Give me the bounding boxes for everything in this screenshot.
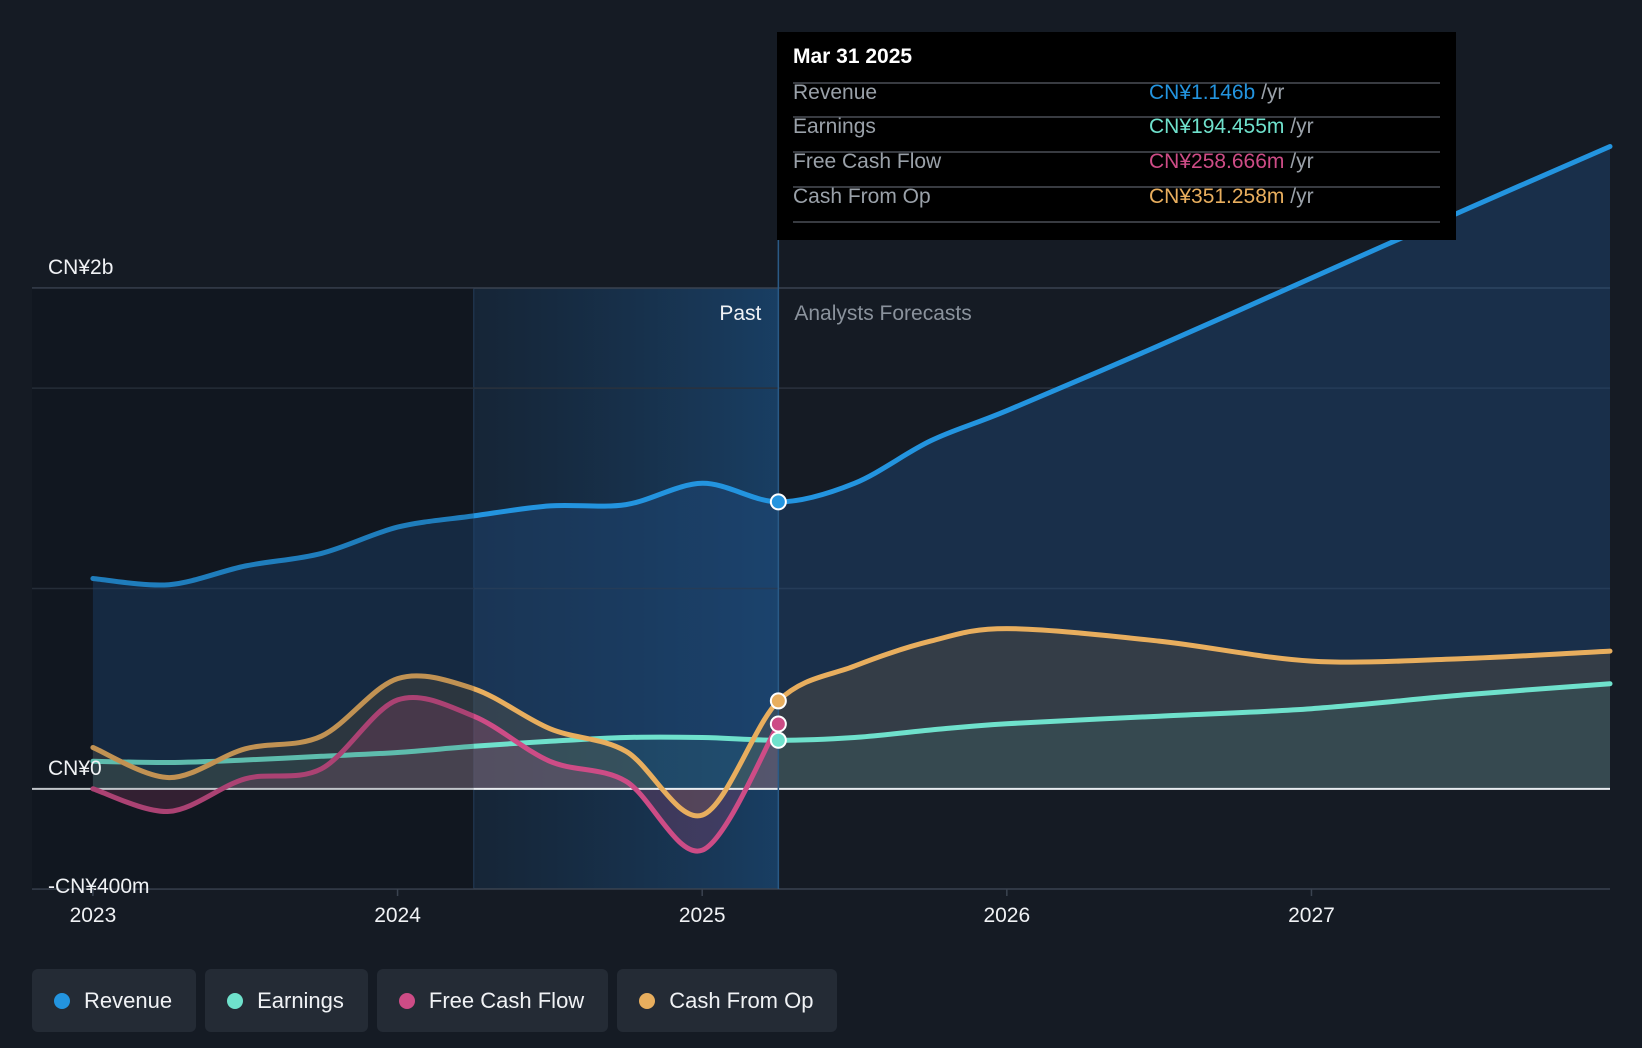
x-tick-label: 2024	[374, 904, 421, 927]
legend-dot-earnings	[227, 992, 244, 1009]
tooltip-value-amount-earnings: CN¥194.455m	[1149, 115, 1284, 138]
legend-item-free-cash-flow[interactable]: Free Cash Flow	[376, 969, 609, 1032]
series-line-earnings	[90, 681, 1613, 766]
tooltip-date: Mar 31 2025	[793, 45, 912, 68]
tooltip-value-unit-revenue: /yr	[1255, 81, 1284, 104]
x-tick-label: 2026	[983, 904, 1030, 927]
forecast-label: Analysts Forecasts	[794, 302, 971, 325]
past-dim-overlay	[32, 288, 474, 889]
tooltip-value-revenue: CN¥1.146b /yr	[1149, 81, 1284, 104]
area-revenue	[92, 146, 1610, 789]
marker-cash-from-op	[769, 692, 787, 710]
legend-item-cash-from-op[interactable]: Cash From Op	[617, 969, 838, 1032]
x-tick-label: 2027	[1288, 904, 1335, 927]
area-free-cash-flow	[92, 697, 779, 852]
tooltip-value-unit-free-cash-flow: /yr	[1284, 150, 1313, 173]
tooltip-label-cash-from-op: Cash From Op	[793, 185, 931, 208]
legend-dot-cash-from-op	[639, 992, 656, 1009]
legend-label-revenue: Revenue	[84, 987, 173, 1013]
tooltip-value-amount-free-cash-flow: CN¥258.666m	[1149, 150, 1284, 173]
y-tick-label: CN¥0	[48, 757, 102, 780]
x-tick-label: 2025	[679, 904, 726, 927]
marker-free-cash-flow	[769, 715, 787, 733]
y-tick-label: CN¥2b	[48, 256, 113, 279]
tooltip-value-unit-cash-from-op: /yr	[1284, 185, 1313, 208]
tooltip-value-cash-from-op: CN¥351.258m /yr	[1149, 185, 1314, 208]
marker-revenue	[769, 493, 787, 511]
tooltip-value-amount-revenue: CN¥1.146b	[1149, 81, 1255, 104]
series-line-cash-from-op	[90, 626, 1613, 819]
y-tick-label: -CN¥400m	[48, 875, 150, 898]
series-line-free-cash-flow	[90, 694, 781, 854]
tooltip-box	[777, 32, 1456, 240]
legend-item-earnings[interactable]: Earnings	[205, 969, 368, 1032]
tooltip-value-free-cash-flow: CN¥258.666m /yr	[1149, 150, 1314, 173]
legend-dot-free-cash-flow	[398, 992, 415, 1009]
x-tick-label: 2023	[70, 904, 117, 927]
area-earnings	[92, 683, 1610, 789]
area-cash-from-op	[92, 628, 1610, 816]
marker-earnings	[769, 731, 787, 749]
legend-label-free-cash-flow: Free Cash Flow	[428, 987, 585, 1013]
past-label: Past	[719, 302, 761, 325]
tooltip-value-unit-earnings: /yr	[1284, 115, 1313, 138]
legend-label-cash-from-op: Cash From Op	[669, 987, 814, 1013]
tooltip-label-free-cash-flow: Free Cash Flow	[793, 150, 942, 173]
legend-item-revenue[interactable]: Revenue	[32, 969, 197, 1032]
series-line-revenue	[90, 144, 1613, 588]
legend: Revenue Earnings Free Cash Flow Cash Fro…	[32, 969, 838, 1032]
tooltip-label-revenue: Revenue	[793, 81, 877, 104]
legend-dot-revenue	[54, 992, 70, 1009]
tooltip-value-earnings: CN¥194.455m /yr	[1149, 115, 1314, 138]
tooltip-value-amount-cash-from-op: CN¥351.258m	[1149, 185, 1284, 208]
tooltip-label-earnings: Earnings	[793, 115, 876, 138]
legend-label-earnings: Earnings	[257, 987, 344, 1013]
